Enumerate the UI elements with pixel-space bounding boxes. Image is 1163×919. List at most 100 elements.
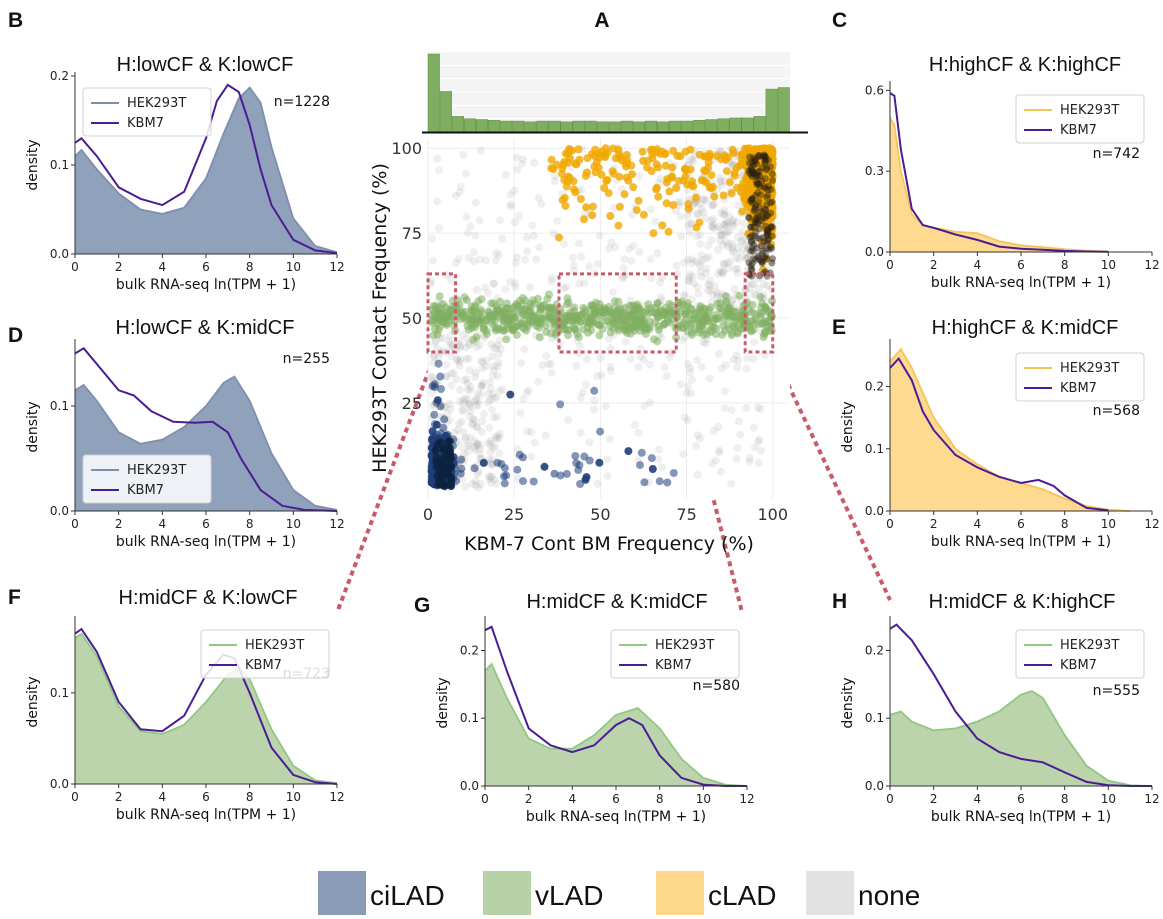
scatter-point-none [740, 219, 748, 228]
scatter-point-none [686, 364, 695, 373]
scatter-point-none [473, 439, 482, 448]
y-tick-label: 0.1 [50, 399, 69, 413]
scatter-point-clad [745, 159, 753, 167]
scatter-point-none [699, 195, 708, 204]
scatter-point-cilad [585, 456, 594, 465]
hek293t-density-fill [890, 691, 1152, 786]
x-tick-label: 2 [525, 792, 533, 806]
scatter-point-none [553, 217, 562, 226]
scatter-point-clad [758, 174, 767, 183]
scatter-point-none [736, 430, 745, 439]
scatter-points [426, 144, 777, 492]
scatter-point-none [518, 155, 527, 164]
scatter-point-none [582, 380, 590, 389]
scatter-point-none [546, 360, 555, 368]
scatter-point-none [687, 389, 696, 398]
scatter-point-none [453, 425, 462, 434]
legend: HEK293T KBM7 [82, 87, 212, 137]
x-tick-label: 8 [1061, 517, 1069, 531]
scatter-point-none [487, 472, 496, 481]
scatter-point-none [466, 222, 475, 231]
scatter-point-clad [749, 169, 757, 176]
scatter-point-none [676, 380, 685, 389]
legend-swatch [318, 871, 366, 915]
scatter-point-none [716, 467, 725, 476]
scatter-point-clad [748, 238, 755, 246]
scatter-point-none [728, 296, 737, 305]
scatter-point-none [733, 218, 742, 227]
scatter-point-none [450, 428, 459, 437]
scatter-point-none [562, 282, 571, 291]
scatter-point-vlad [646, 304, 655, 313]
scatter-point-cilad [430, 410, 439, 419]
scatter-point-clad [648, 154, 657, 163]
scatter-point-clad [580, 215, 588, 224]
y-tick-label: 0.1 [865, 442, 884, 456]
scatter-point-none [635, 172, 644, 181]
legend: HEK293T KBM7 [82, 454, 212, 504]
scatter-point-cilad [434, 359, 443, 368]
x-tick-label: 6 [202, 260, 210, 274]
scatter-point-none [608, 288, 617, 297]
scatter-point-none [446, 339, 455, 348]
y-axis-label: density [840, 677, 856, 728]
scatter-point-none [447, 343, 456, 352]
scatter-point-none [754, 437, 763, 446]
scatter-point-none [506, 277, 515, 286]
scatter-point-none [451, 191, 460, 200]
scatter-point-none [455, 397, 464, 406]
scatter-point-none [692, 441, 701, 450]
scatter-point-none [472, 343, 481, 352]
scatter-point-none [715, 448, 724, 457]
scatter-point-vlad [525, 306, 534, 315]
scatter-point-clad [768, 259, 776, 267]
scatter-point-clad [722, 167, 731, 176]
scatter-point-vlad [672, 333, 681, 342]
scatter-point-none [464, 354, 473, 363]
scatter-point-none [456, 355, 465, 364]
scatter-point-cilad [448, 474, 456, 482]
scatter-point-cilad [456, 469, 465, 478]
n-count-label: n=568 [1093, 403, 1140, 419]
hek293t-density-line [74, 86, 338, 254]
scatter-point-none [488, 390, 497, 399]
scatter-point-none [686, 368, 694, 377]
scatter-point-clad [755, 179, 762, 187]
scatter-point-clad [756, 152, 764, 160]
scatter-point-none [646, 255, 655, 263]
scatter-point-none [686, 155, 695, 164]
scatter-point-clad [716, 155, 725, 164]
legend-label-kbm7: KBM7 [127, 116, 164, 131]
scatter-point-none [743, 354, 752, 363]
scatter-point-clad [752, 228, 760, 236]
scatter-point-vlad [546, 303, 554, 312]
scatter-point-none [717, 364, 726, 373]
scatter-point-none [490, 366, 498, 375]
scatter-point-none [631, 420, 639, 429]
scatter-point-none [719, 259, 728, 268]
scatter-point-clad [759, 214, 767, 222]
scatter-point-clad [763, 231, 771, 239]
scatter-point-none [726, 257, 735, 266]
kbm7-density-line [889, 623, 1152, 787]
legend-label-hek293t: HEK293T [1060, 103, 1119, 118]
scatter-point-clad [763, 255, 771, 263]
scatter-point-none [512, 153, 521, 162]
scatter-point-none [689, 157, 698, 166]
scatter-point-none [569, 253, 577, 262]
scatter-point-none [462, 375, 471, 384]
legend-label-hek293t: HEK293T [1060, 638, 1119, 653]
scatter-point-vlad [535, 333, 544, 342]
scatter-point-vlad [758, 299, 766, 308]
scatter-point-none [585, 438, 594, 447]
scatter-point-none [461, 482, 470, 491]
scatter-point-none [469, 257, 478, 266]
scatter-point-none [714, 422, 723, 431]
scatter-point-cilad [663, 478, 672, 487]
scatter-point-vlad [463, 322, 472, 330]
scatter-point-vlad [722, 310, 731, 319]
x-tick-label: 4 [569, 792, 577, 806]
scatter-point-none [596, 353, 605, 362]
histogram-bar [717, 118, 730, 133]
x-axis-label: bulk RNA-seq ln(TPM + 1) [116, 807, 296, 823]
